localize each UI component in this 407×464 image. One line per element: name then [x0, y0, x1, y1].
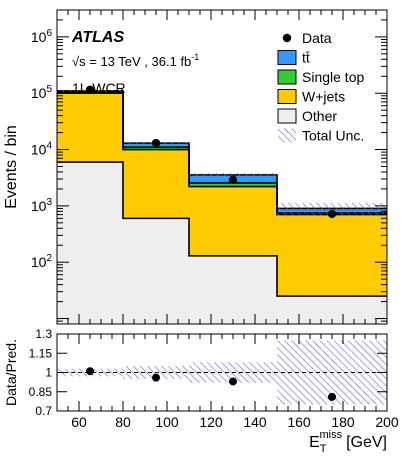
- data-point: [85, 85, 95, 94]
- legend-swatch: [277, 89, 297, 104]
- ratio-y-tick-label: 0.7: [35, 404, 52, 418]
- y-tick-label: 104: [31, 141, 53, 158]
- bar-w-jets-bin-0: [57, 93, 123, 163]
- legend-entry: tt̄: [277, 50, 310, 66]
- x-tick-label: 80: [115, 414, 131, 430]
- legend-data-marker: [282, 33, 292, 43]
- y-tick-label: 103: [31, 197, 53, 214]
- ratio-data-point: [152, 373, 160, 382]
- legend-label: W+jets: [302, 89, 345, 105]
- legend-swatch: [277, 69, 297, 85]
- stack-outline-3: [57, 90, 387, 210]
- y-tick-label: 105: [31, 84, 53, 101]
- legend-swatch: [277, 108, 297, 124]
- bar-other-bin-2: [189, 255, 277, 324]
- x-tick-label: 100: [155, 414, 179, 430]
- data-point: [151, 138, 161, 148]
- x-tick-label: 160: [287, 414, 311, 430]
- ratio-y-tick-label: 1.3: [35, 327, 52, 341]
- legend-hatch-swatch: [278, 128, 296, 143]
- x-tick-label: 180: [331, 414, 355, 430]
- bar-w-jets-bin-3: [277, 214, 387, 297]
- energy-lumi-label: √s = 13 TeV , 36.1 fb-1: [72, 52, 199, 69]
- legend-label: Total Unc.: [302, 128, 364, 144]
- legend-entry: Other: [277, 108, 337, 124]
- legend-entry: W+jets: [277, 89, 345, 105]
- y-tick-label: 106: [31, 28, 53, 45]
- ratio-y-axis-title: Data/Pred.: [3, 339, 19, 406]
- x-tick-label: 60: [71, 414, 87, 430]
- bar-other-bin-1: [123, 218, 189, 324]
- ratio-data-point: [86, 367, 94, 376]
- bar-w-jets-bin-1: [123, 149, 189, 219]
- total-unc-band-bin-2: [189, 172, 277, 177]
- legend-label: Data: [302, 30, 332, 46]
- stacked-histogram: [57, 90, 387, 324]
- legend-entry: Single top: [277, 69, 364, 85]
- legend-label: Other: [302, 108, 337, 124]
- legend-swatch: [277, 50, 297, 65]
- labels-layer: Events / bin Data/Pred. ETmiss [GeV] ATLAS √s…: [3, 29, 387, 455]
- data-point: [228, 175, 238, 185]
- x-tick-label: 140: [243, 414, 267, 430]
- atlas-label: ATLAS: [71, 29, 124, 46]
- ratio-data-point: [229, 377, 237, 386]
- x-tick-label: 200: [375, 414, 399, 430]
- total-unc-band-bin-3: [277, 202, 387, 216]
- ratio-data-point: [328, 392, 336, 401]
- ratio-y-tick-label: 0.85: [29, 385, 53, 399]
- legend-entry: Total Unc.: [278, 128, 364, 144]
- data-point: [327, 209, 337, 219]
- ratio-panel: 0.7 0.85 1 1.15 1.3 60 80 100 120 140 160 180 200: [29, 327, 399, 430]
- legend-label: Single top: [302, 69, 364, 85]
- y-axis-title: Events / bin: [3, 125, 20, 209]
- ratio-y-tick-label: 1.15: [29, 346, 53, 360]
- y-tick-label: 102: [31, 253, 53, 270]
- x-axis-title: ETmiss [GeV]: [309, 429, 387, 455]
- stack-outline-0: [57, 161, 387, 297]
- region-label: 1L-WCR: [72, 80, 126, 96]
- main-histogram-panel: 102 103 104 105 106: [31, 9, 388, 325]
- legend-entry: Data: [282, 30, 332, 46]
- ratio-y-tick-label: 1: [45, 366, 52, 380]
- bar-single-top-bin-2: [189, 182, 277, 187]
- bar-w-jets-bin-2: [189, 186, 277, 256]
- bar-other-bin-0: [57, 162, 123, 324]
- bar-single-top-bin-1: [123, 147, 189, 150]
- legend-label: tt̄: [302, 50, 310, 66]
- x-tick-label: 120: [199, 414, 223, 430]
- ratio-content: [57, 340, 387, 405]
